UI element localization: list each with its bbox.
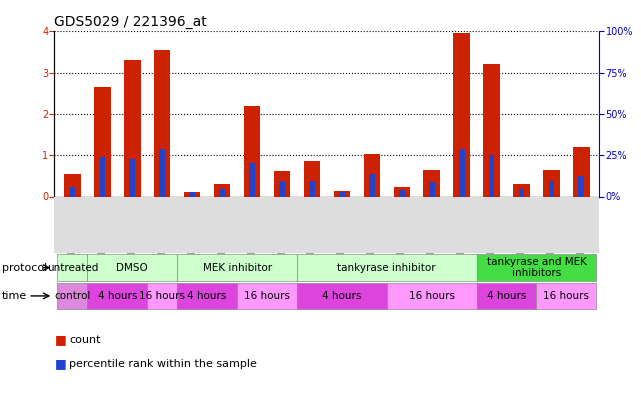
Text: 16 hours: 16 hours <box>544 291 590 301</box>
Bar <box>424 170 440 196</box>
Bar <box>483 64 500 196</box>
Text: 16 hours: 16 hours <box>139 291 185 301</box>
Bar <box>129 160 135 196</box>
Text: 4 hours: 4 hours <box>322 291 362 301</box>
Bar <box>453 33 470 196</box>
Bar <box>543 170 560 196</box>
Text: percentile rank within the sample: percentile rank within the sample <box>69 358 257 369</box>
Text: 16 hours: 16 hours <box>244 291 290 301</box>
Bar <box>184 191 201 196</box>
Bar <box>459 149 465 196</box>
Text: control: control <box>54 291 90 301</box>
Bar <box>249 163 255 196</box>
Bar <box>244 106 260 196</box>
Text: 16 hours: 16 hours <box>409 291 454 301</box>
Text: MEK inhibitor: MEK inhibitor <box>203 263 272 273</box>
Bar <box>578 176 584 196</box>
Text: time: time <box>2 291 27 301</box>
Bar <box>399 190 404 196</box>
Text: count: count <box>69 335 101 345</box>
Bar <box>304 162 320 196</box>
Bar <box>549 181 554 196</box>
Bar <box>488 155 494 196</box>
Bar <box>279 181 285 196</box>
Bar <box>124 60 140 196</box>
Bar <box>189 192 195 196</box>
Text: protocol: protocol <box>2 263 47 273</box>
Text: 4 hours: 4 hours <box>487 291 526 301</box>
Bar <box>363 154 380 196</box>
Bar <box>219 189 225 196</box>
Bar <box>274 171 290 196</box>
Bar <box>573 147 590 196</box>
Bar <box>334 191 350 196</box>
Text: DMSO: DMSO <box>117 263 148 273</box>
Text: 4 hours: 4 hours <box>187 291 227 301</box>
Bar <box>99 157 105 196</box>
Text: GDS5029 / 221396_at: GDS5029 / 221396_at <box>54 15 207 29</box>
Bar <box>519 189 524 196</box>
Text: tankyrase and MEK
inhibitors: tankyrase and MEK inhibitors <box>487 257 587 278</box>
Text: untreated: untreated <box>47 263 98 273</box>
Text: ■: ■ <box>54 357 66 370</box>
Bar <box>339 192 345 196</box>
Bar <box>64 174 81 196</box>
Bar <box>214 184 230 196</box>
Text: ■: ■ <box>54 333 66 347</box>
Text: tankyrase inhibitor: tankyrase inhibitor <box>337 263 436 273</box>
Bar <box>369 174 375 196</box>
Bar <box>309 181 315 196</box>
Bar <box>394 187 410 196</box>
Text: 4 hours: 4 hours <box>97 291 137 301</box>
Bar <box>429 182 435 196</box>
Bar <box>160 149 165 196</box>
Bar <box>513 184 529 196</box>
Bar <box>70 187 76 196</box>
Bar <box>94 87 111 196</box>
Bar <box>154 50 171 196</box>
